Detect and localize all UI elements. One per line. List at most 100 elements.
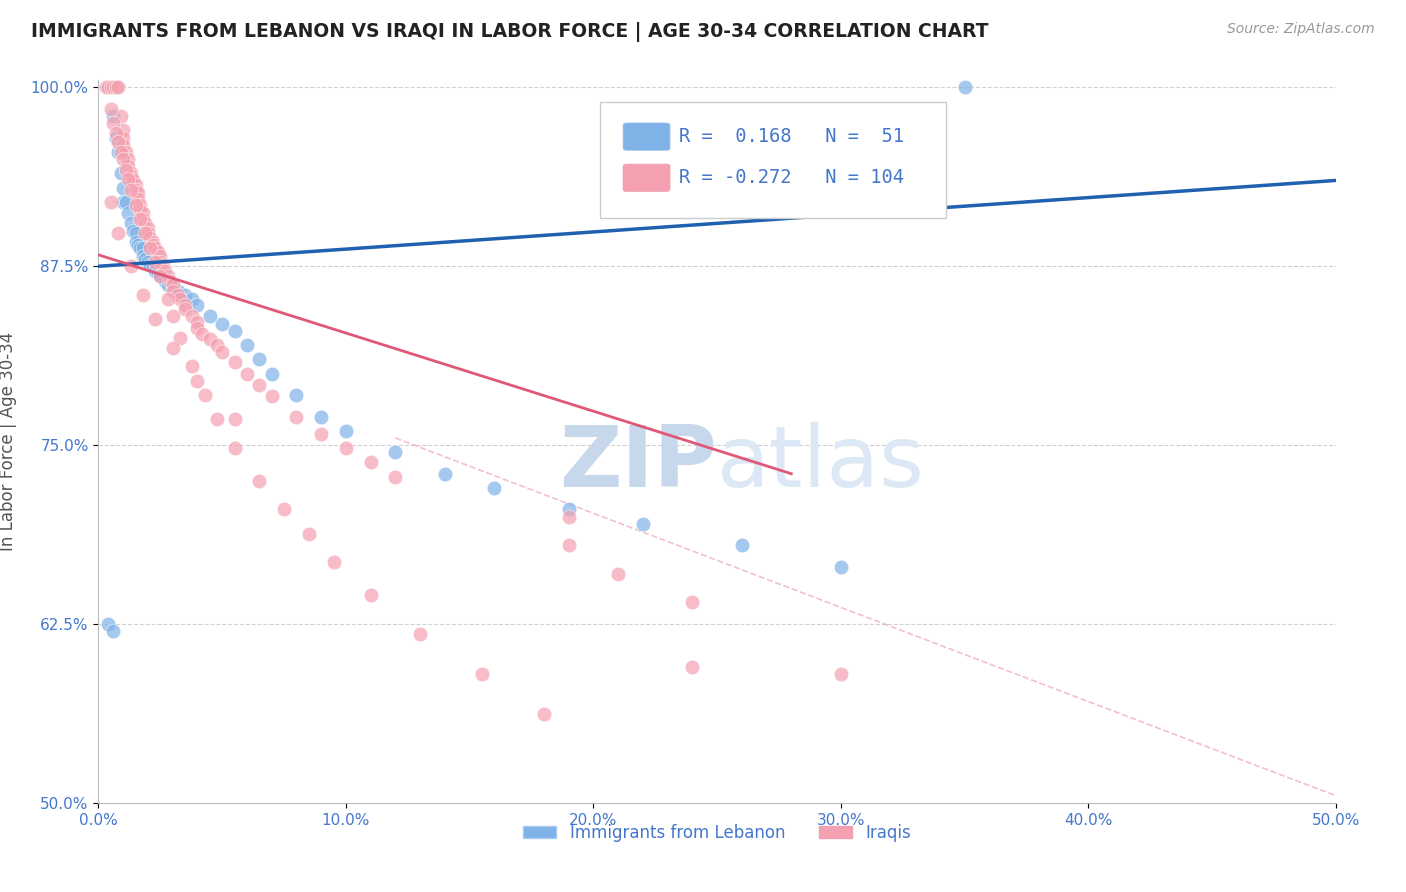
Point [181, 310, 204, 324]
Point [136, 255, 159, 269]
Point [110, 166, 132, 180]
Text: atlas: atlas [717, 422, 925, 505]
Point [143, 255, 166, 269]
Point [162, 277, 184, 292]
Point [114, 145, 136, 159]
Point [110, 109, 132, 123]
Point [104, 130, 127, 145]
Point [191, 326, 214, 341]
Point [127, 186, 149, 201]
Point [132, 206, 155, 220]
Point [112, 194, 135, 209]
Point [285, 409, 308, 424]
Point [94, 80, 117, 95]
Point [247, 352, 270, 367]
Point [112, 130, 135, 145]
Point [142, 237, 165, 252]
Point [112, 123, 135, 137]
Y-axis label: In Labor Force | Age 30-34: In Labor Force | Age 30-34 [0, 332, 17, 551]
Point [139, 230, 162, 244]
Point [142, 235, 165, 249]
Point [186, 320, 208, 334]
Point [198, 332, 221, 346]
Point [162, 310, 184, 324]
Point [156, 269, 179, 284]
Point [124, 198, 146, 212]
Point [143, 241, 166, 255]
Point [120, 184, 142, 198]
Point [194, 388, 217, 402]
Point [100, 80, 122, 95]
Point [156, 277, 179, 292]
Point [124, 178, 146, 192]
Point [309, 426, 332, 441]
Point [155, 274, 177, 288]
Point [112, 152, 135, 166]
Point [322, 556, 344, 570]
Point [471, 667, 494, 681]
Point [159, 274, 181, 288]
Text: R =  0.168   N =  51: R = 0.168 N = 51 [679, 128, 904, 146]
Point [409, 627, 432, 641]
Point [139, 258, 162, 272]
Point [132, 212, 155, 227]
Point [104, 80, 127, 95]
Point [174, 298, 197, 312]
Point [132, 288, 155, 302]
Point [557, 538, 579, 552]
Point [129, 203, 152, 218]
Point [273, 502, 295, 516]
Point [169, 331, 191, 345]
Point [107, 227, 129, 241]
Point [174, 302, 197, 317]
Point [224, 324, 246, 338]
Point [224, 412, 246, 426]
Point [136, 220, 159, 235]
Point [174, 288, 197, 302]
FancyBboxPatch shape [623, 123, 671, 151]
Point [127, 237, 149, 252]
Point [298, 526, 321, 541]
Point [103, 116, 125, 130]
Point [120, 216, 142, 230]
Point [181, 359, 204, 374]
Point [103, 80, 125, 95]
Point [134, 227, 156, 241]
Point [142, 260, 165, 274]
Point [107, 80, 129, 95]
Point [360, 588, 382, 602]
Point [139, 241, 162, 255]
Point [134, 216, 156, 230]
Point [120, 166, 142, 180]
Point [100, 80, 122, 95]
Point [143, 312, 166, 326]
Point [124, 227, 146, 241]
Point [129, 198, 152, 212]
Point [162, 284, 184, 298]
Point [107, 135, 129, 149]
Point [117, 159, 139, 173]
Point [260, 389, 283, 403]
Point [211, 345, 233, 359]
Point [236, 338, 259, 352]
Point [104, 126, 127, 140]
Text: ZIP: ZIP [560, 422, 717, 505]
Point [953, 80, 976, 95]
Point [309, 409, 332, 424]
Point [129, 241, 152, 255]
Point [205, 412, 228, 426]
Point [103, 624, 125, 639]
Text: Source: ZipAtlas.com: Source: ZipAtlas.com [1227, 22, 1375, 37]
Point [247, 474, 270, 488]
FancyBboxPatch shape [623, 164, 671, 192]
Point [198, 310, 221, 324]
Text: R = -0.272   N = 104: R = -0.272 N = 104 [679, 169, 904, 187]
Point [731, 538, 754, 552]
Point [149, 249, 172, 263]
Point [186, 374, 208, 388]
Point [112, 180, 135, 194]
Point [557, 502, 579, 516]
Point [103, 109, 125, 123]
Point [236, 367, 259, 381]
Legend: Immigrants from Lebanon, Iraqis: Immigrants from Lebanon, Iraqis [516, 817, 918, 848]
